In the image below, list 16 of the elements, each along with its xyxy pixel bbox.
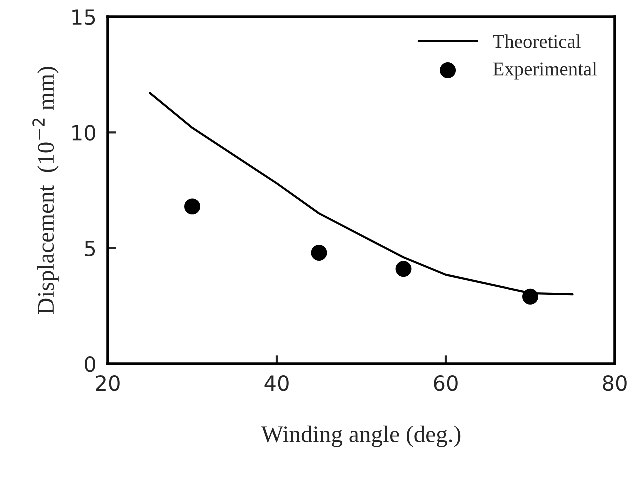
legend-label: Theoretical (493, 34, 581, 48)
y-tick-label: 5 (85, 241, 96, 257)
y-tick-label: 10 (72, 125, 96, 141)
x-tick-label: 40 (264, 375, 289, 392)
point (522, 288, 538, 305)
y-axis-title: Displacement (10$^{−2}$ mm) (32, 67, 59, 314)
point (184, 198, 200, 215)
x-tick-label: 80 (603, 375, 627, 392)
point (396, 261, 412, 278)
x-tick-label: 20 (96, 375, 120, 392)
x-tick-label: 60 (434, 375, 458, 392)
x-axis-title: Winding angle (deg.) (261, 426, 461, 448)
legend-label: Experimental (493, 62, 598, 80)
y-tick-label: 15 (72, 10, 96, 26)
y-tick-label: 0 (85, 356, 96, 372)
point (311, 244, 328, 261)
